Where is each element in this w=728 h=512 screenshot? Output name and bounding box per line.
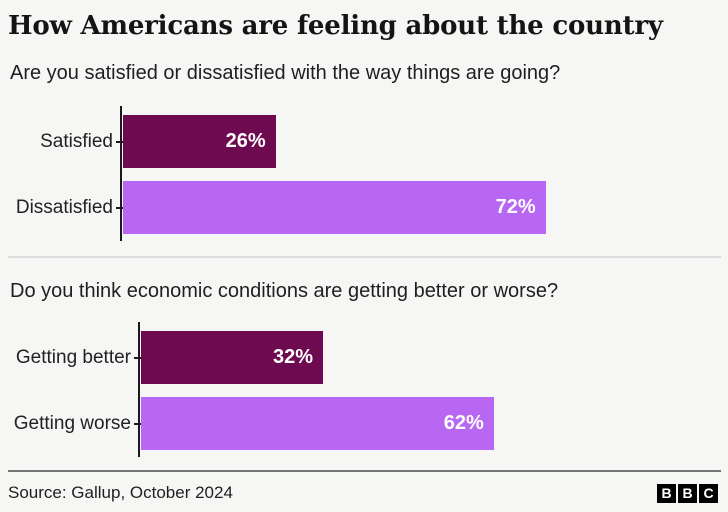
category-label-satisfied: Satisfied: [40, 130, 113, 152]
axis-tick: [116, 140, 123, 143]
bar-dissatisfied: 72%: [123, 181, 546, 234]
bbc-logo: B B C: [657, 483, 718, 503]
bar-track: 32%: [141, 331, 710, 384]
bar-chart-satisfaction: Satisfied 26% Dissatisfied 72%: [10, 106, 710, 241]
axis-tick: [134, 422, 141, 425]
footer-divider: [8, 470, 721, 472]
bar-satisfied: 26%: [123, 115, 276, 168]
chart-section-satisfaction: Are you satisfied or dissatisfied with t…: [10, 60, 710, 241]
chart-section-economy: Do you think economic conditions are get…: [10, 278, 710, 457]
category-label-dissatisfied: Dissatisfied: [15, 196, 113, 218]
question-satisfaction: Are you satisfied or dissatisfied with t…: [10, 62, 561, 84]
axis-tick: [116, 206, 123, 209]
source-text: Source: Gallup, October 2024: [8, 483, 233, 502]
bar-value-dissatisfied: 72%: [495, 196, 536, 218]
bar-value-getting-worse: 62%: [443, 412, 484, 434]
footer: Source: Gallup, October 2024 B B C: [8, 483, 718, 503]
bar-row-dissatisfied: Dissatisfied 72%: [10, 181, 710, 234]
section-divider: [8, 256, 721, 258]
bar-track: 72%: [123, 181, 710, 234]
chart-title: How Americans are feeling about the coun…: [8, 11, 663, 41]
category-label-getting-worse: Getting worse: [13, 412, 131, 434]
bar-value-getting-better: 32%: [273, 346, 314, 368]
bar-track: 62%: [141, 397, 710, 450]
bbc-logo-block: B: [678, 483, 697, 503]
bar-row-getting-better: Getting better 32%: [10, 331, 710, 384]
category-label-getting-better: Getting better: [15, 346, 131, 368]
y-axis-line: [120, 106, 122, 241]
y-axis-line: [138, 322, 140, 457]
axis-tick: [134, 356, 141, 359]
bbc-logo-block: C: [699, 483, 718, 503]
bar-getting-better: 32%: [141, 331, 324, 384]
bar-value-satisfied: 26%: [225, 130, 266, 152]
bar-getting-worse: 62%: [141, 397, 494, 450]
question-economy: Do you think economic conditions are get…: [10, 280, 559, 302]
bar-chart-economy: Getting better 32% Getting worse 62%: [10, 322, 710, 457]
bbc-logo-block: B: [657, 483, 676, 503]
bar-track: 26%: [123, 115, 710, 168]
bar-row-satisfied: Satisfied 26%: [10, 115, 710, 168]
bar-row-getting-worse: Getting worse 62%: [10, 397, 710, 450]
